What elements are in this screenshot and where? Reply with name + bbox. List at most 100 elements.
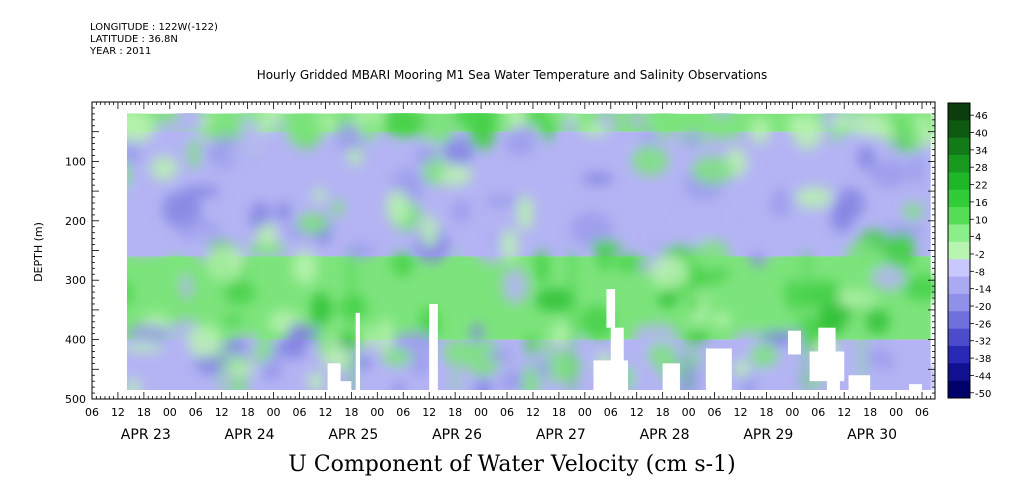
colorbar-label: -8 <box>975 267 985 278</box>
field-patch <box>836 290 876 308</box>
colorbar-label: 40 <box>975 129 988 140</box>
field-patch <box>579 305 615 339</box>
field-patch <box>573 336 588 353</box>
missing-data <box>593 360 629 394</box>
field-patch <box>847 313 862 337</box>
field-patch <box>872 142 897 155</box>
field-patch <box>707 113 737 140</box>
field-patch <box>221 339 250 354</box>
field-patch <box>604 140 625 164</box>
x-hour-label: 00 <box>163 406 177 419</box>
colorbar-label: -26 <box>975 319 991 330</box>
colorbar-label: 4 <box>975 233 981 244</box>
x-hour-label: 18 <box>863 406 877 419</box>
field-patch <box>869 159 910 189</box>
field-patch <box>899 363 935 390</box>
field-patch <box>657 291 678 308</box>
missing-data <box>909 384 923 394</box>
axes: 06 12 18 00 06 12 18 00 06 12 18 00 06 12 18 00 06 12 18 00… <box>65 101 936 443</box>
field-patch <box>597 238 612 272</box>
field-patch <box>829 113 850 131</box>
field-patch <box>317 323 332 356</box>
field-patch <box>377 142 412 158</box>
metadata-block: LONGITUDE : 122W(-122) LATITUDE : 36.8N … <box>90 22 218 58</box>
field-patch <box>650 255 689 289</box>
field-patch <box>744 235 781 257</box>
y-tick-label: 400 <box>65 334 86 347</box>
field-patch <box>388 297 401 333</box>
field-patch <box>332 199 345 217</box>
x-hour-label: 06 <box>500 406 514 419</box>
field-patch <box>754 300 797 338</box>
field-patch <box>655 113 673 140</box>
field-patch <box>551 322 572 346</box>
field-patch <box>430 123 449 144</box>
field-patch <box>750 342 778 369</box>
field-patch <box>676 214 712 245</box>
x-day-label: APR 23 <box>121 427 171 443</box>
field-patch <box>760 330 796 344</box>
x-hour-label: 12 <box>422 406 436 419</box>
field-texture <box>127 113 935 390</box>
missing-data <box>429 303 438 394</box>
field-patch <box>570 211 614 247</box>
field-patch <box>631 145 669 176</box>
field-patch <box>127 163 131 188</box>
field-patch <box>153 118 181 145</box>
x-day-label: APR 24 <box>225 427 275 443</box>
field-patch <box>784 277 801 313</box>
x-hour-label: 12 <box>630 406 644 419</box>
x-hour-label: 06 <box>189 406 203 419</box>
x-hour-label: 06 <box>85 406 99 419</box>
field-patch <box>906 124 922 153</box>
colorbar-swatch <box>948 380 970 399</box>
field-patch <box>194 230 212 262</box>
colorbar-swatch <box>948 189 970 208</box>
field-patch <box>712 312 732 327</box>
x-hour-label: 00 <box>370 406 384 419</box>
colorbar-label: 34 <box>975 146 988 157</box>
field-patch <box>391 252 414 277</box>
x-hour-label: 06 <box>396 406 410 419</box>
field-patch <box>127 141 142 166</box>
field-patch <box>464 338 503 377</box>
colorbar-label: -14 <box>975 285 991 296</box>
field-streak <box>685 250 693 390</box>
field-patch <box>902 274 935 301</box>
field-patch <box>167 254 185 280</box>
x-hour-label: 18 <box>344 406 358 419</box>
colorbar-label: 10 <box>975 215 988 226</box>
missing-data <box>826 366 840 394</box>
field-patch <box>643 130 657 147</box>
x-hour-label: 06 <box>811 406 825 419</box>
field-patch <box>392 383 407 390</box>
field-patch <box>532 336 554 350</box>
colorbar-label: -50 <box>975 389 991 400</box>
field-patch <box>923 131 935 148</box>
field-patch <box>647 341 677 368</box>
y-tick-label: 200 <box>65 215 86 228</box>
y-tick-label: 100 <box>65 155 86 168</box>
field-patch <box>625 114 650 127</box>
field-streak <box>452 250 460 390</box>
x-hour-label: 00 <box>785 406 799 419</box>
field-patch <box>769 188 791 221</box>
field-patch <box>289 325 322 343</box>
colorbar-swatch <box>948 276 970 295</box>
colorbar-label: -38 <box>975 354 991 365</box>
field-patch <box>284 113 325 148</box>
x-hour-label: 12 <box>111 406 125 419</box>
field-patch <box>246 243 287 257</box>
colorbar-swatch <box>948 172 970 191</box>
colorbar-swatch <box>948 363 970 381</box>
field-patch <box>871 264 906 291</box>
field-patch <box>886 237 914 273</box>
field-patch <box>275 339 301 358</box>
field-streak <box>802 250 810 390</box>
colorbar-label: 28 <box>975 163 988 174</box>
x-hour-label: 06 <box>708 406 722 419</box>
field-patch <box>229 139 268 168</box>
field-patch <box>188 324 223 359</box>
field-patch <box>864 309 890 335</box>
y-tick-label: 500 <box>65 393 86 406</box>
